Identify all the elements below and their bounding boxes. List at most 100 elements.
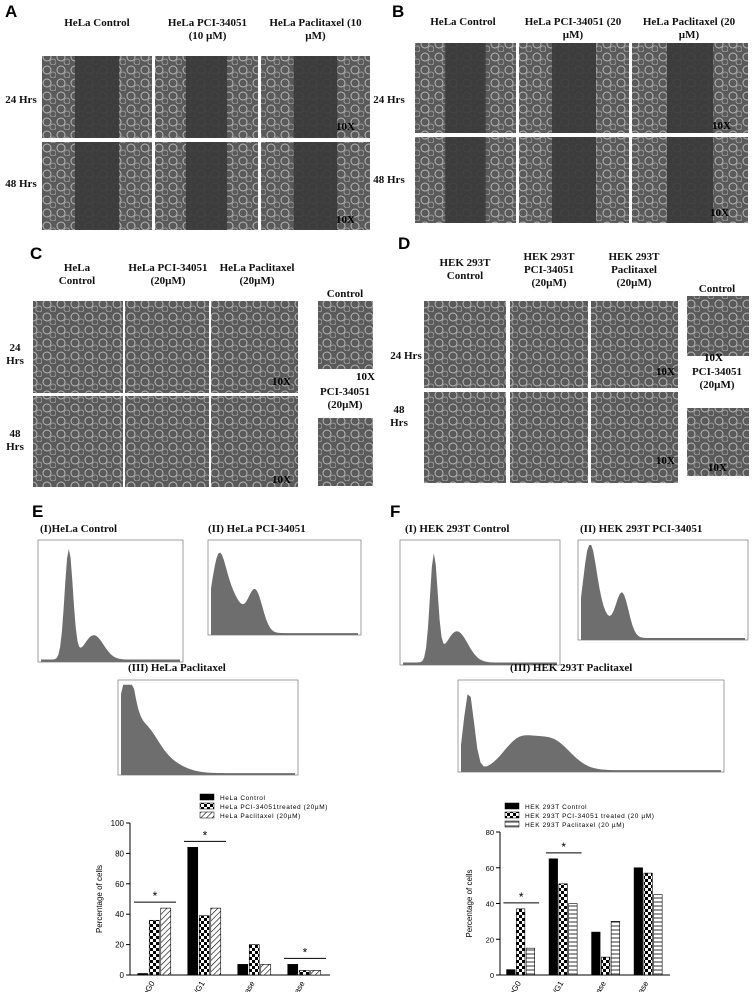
micrograph: [591, 301, 678, 388]
bar: [591, 931, 601, 976]
panel-label: D: [398, 234, 411, 253]
bar: [310, 970, 322, 976]
row-label: 24 Hrs: [5, 94, 37, 106]
bar: [601, 956, 611, 976]
wound-gap: [293, 56, 338, 138]
magnification: 10X: [272, 376, 291, 388]
column-header: HeLa Paclitaxel (10 µM): [269, 17, 362, 42]
row-label: 48 Hrs: [390, 404, 408, 429]
micrograph: [424, 301, 506, 388]
magnification: 10X: [272, 474, 291, 486]
row-label: 48 Hrs: [5, 178, 37, 190]
legend-label: HeLa Paclitaxel (20µM): [220, 813, 301, 820]
wound-gap: [75, 56, 119, 138]
x-tick-label: M Phase: [283, 979, 307, 992]
column-header: HeLa Control: [64, 17, 130, 29]
inset-label: Control: [326, 288, 364, 300]
micrograph: [318, 418, 373, 486]
histogram-area: [403, 553, 557, 665]
significance-mark: *: [519, 890, 524, 904]
bar: [516, 908, 526, 976]
legend-swatch: [199, 793, 215, 801]
bar: [187, 847, 199, 976]
x-tick-label: S Phase: [585, 979, 608, 992]
row-label: 48 Hrs: [373, 174, 405, 186]
legend-swatch: [504, 820, 520, 828]
bar: [548, 858, 558, 976]
micrograph: [33, 396, 123, 487]
y-tick-label: 60: [486, 864, 494, 873]
histogram-title: (III) HEK 293T Paclitaxel: [510, 662, 633, 674]
micrograph: [424, 392, 506, 483]
wound-gap: [293, 142, 338, 230]
legend-label: HEK 293T PCI-34051 treated (20 µM): [525, 813, 655, 820]
micrograph: [687, 296, 749, 356]
magnification: 10X: [704, 352, 723, 364]
micrograph: [318, 301, 373, 369]
column-header: HEK 293T Paclitaxel (20µM): [608, 251, 660, 289]
y-tick-label: 40: [115, 910, 124, 919]
bar: [558, 883, 568, 976]
column-header: HEK 293T Control: [439, 257, 491, 282]
legend-swatch: [504, 811, 520, 819]
legend-label: HEK 293T Paclitaxel (20 µM): [525, 822, 625, 829]
y-tick-label: 0: [490, 971, 494, 980]
column-header: HeLa Paclitaxel (20µM): [219, 262, 295, 287]
micrograph: [591, 392, 678, 483]
x-tick-label: S Phase: [234, 979, 257, 992]
micrograph: [211, 301, 298, 393]
histogram-title: (I)HeLa Control: [40, 523, 118, 535]
panel-label: A: [5, 2, 18, 21]
wound-gap: [666, 43, 714, 133]
panel-label: C: [30, 244, 43, 263]
wound-gap: [552, 43, 596, 133]
legend-swatch: [199, 802, 215, 810]
micrograph: [125, 301, 209, 393]
significance-mark: *: [303, 945, 308, 959]
wound-gap: [445, 137, 486, 223]
inset-label: PCI-34051 (20µM): [691, 366, 743, 391]
histogram-title: (I) HEK 293T Control: [405, 523, 510, 535]
micrograph: [211, 396, 298, 487]
magnification: 10X: [656, 366, 675, 378]
bar: [525, 947, 535, 976]
magnification: 10X: [336, 121, 355, 133]
row-label: 24 Hrs: [373, 94, 405, 106]
bar: [260, 964, 272, 976]
histogram-title: (III) HeLa Paclitaxel: [128, 662, 226, 674]
micrograph: [510, 392, 588, 483]
y-axis-label: Percentage of cells: [465, 869, 474, 937]
legend-label: HeLa PCI-34051treated (20µM): [220, 804, 328, 811]
magnification: 10X: [356, 371, 375, 383]
y-tick-label: 20: [115, 941, 124, 950]
magnification: 10X: [336, 214, 355, 226]
bar: [298, 970, 310, 976]
column-header: HeLa Control: [430, 16, 496, 28]
bar: [160, 907, 172, 976]
panel-label: E: [32, 502, 44, 521]
bar: [148, 919, 160, 976]
micrograph: [33, 301, 123, 393]
x-tick-label: M Phase: [627, 979, 651, 992]
column-header: HeLa Paclitaxel (20 µM): [642, 16, 736, 41]
histogram-frame: [37, 539, 184, 663]
histogram-area: [41, 548, 180, 662]
bar: [137, 973, 149, 976]
y-axis-label: Percentage of cells: [95, 865, 104, 933]
histogram-area: [211, 552, 358, 635]
significance-mark: *: [561, 840, 566, 854]
panel-label: F: [390, 502, 401, 521]
histogram-area: [121, 684, 295, 775]
x-tick-label: G0/G1: [187, 979, 207, 992]
bar: [287, 964, 299, 976]
wound-gap: [185, 142, 228, 230]
histogram-frame: [399, 539, 561, 666]
inset-label: Control: [698, 283, 736, 295]
bar: [643, 872, 653, 976]
histogram-title: (II) HeLa PCI-34051: [208, 523, 306, 535]
y-tick-label: 0: [120, 971, 125, 980]
micrograph: [687, 408, 749, 476]
y-tick-label: 40: [486, 900, 494, 909]
bar: [248, 944, 260, 976]
